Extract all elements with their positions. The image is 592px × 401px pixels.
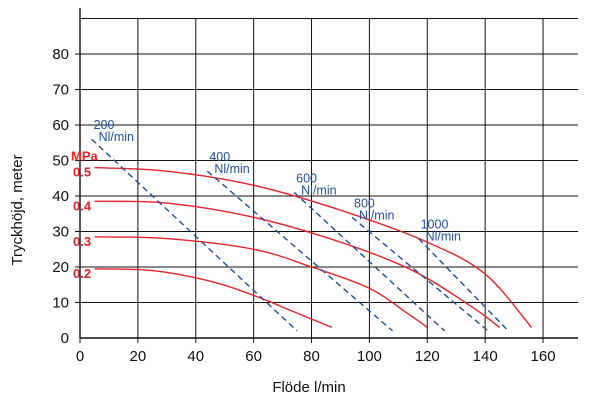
air-line-label-unit: Nl/min xyxy=(301,183,336,197)
grid xyxy=(75,18,578,343)
y-tick-label: 20 xyxy=(52,259,69,276)
pressure-curve-0-4 xyxy=(94,200,501,328)
y-tick-label: 10 xyxy=(52,295,69,312)
y-tick-label: 50 xyxy=(52,153,69,170)
pressure-curve-0-2 xyxy=(94,268,333,329)
air-line-label-unit: Nl/min xyxy=(426,230,461,244)
air-line-label-unit: Nl/min xyxy=(359,208,394,222)
x-tick-label: 160 xyxy=(531,348,556,365)
pressure-curve-label: 0.5 xyxy=(73,165,91,180)
air-line-1000 xyxy=(418,238,509,332)
pressure-curve-0-3 xyxy=(94,236,428,328)
x-tick-label: 0 xyxy=(76,348,84,365)
air-consumption-lines xyxy=(91,138,509,332)
pressure-curves xyxy=(94,166,533,329)
air-line-label-unit: Nl/min xyxy=(214,162,249,176)
air-line-label-number: 600 xyxy=(296,171,317,185)
air-line-label-unit: Nl/min xyxy=(99,130,134,144)
air-line-label-number: 1000 xyxy=(421,218,449,232)
y-tick-label: 30 xyxy=(52,224,69,241)
curve-labels: 0.50.40.30.2MPa200Nl/min400Nl/min600Nl/m… xyxy=(71,118,461,281)
pressure-curve-0-5 xyxy=(94,166,533,328)
mpa-unit-label: MPa xyxy=(71,149,99,164)
pressure-curve-label: 0.4 xyxy=(73,198,92,213)
y-tick-label: 70 xyxy=(52,82,69,99)
x-tick-label: 80 xyxy=(303,348,320,365)
y-tick-label: 60 xyxy=(52,117,69,134)
air-line-600 xyxy=(293,191,446,332)
x-tick-label: 40 xyxy=(187,348,204,365)
pressure-curve-label: 0.3 xyxy=(73,234,91,249)
y-tick-labels: 0 10 20 30 40 50 60 70 80 xyxy=(52,46,69,347)
y-axis-title: Tryckhöjd, meter xyxy=(9,154,26,265)
x-tick-label: 120 xyxy=(415,348,440,365)
x-tick-label: 100 xyxy=(357,348,382,365)
air-line-label-number: 800 xyxy=(354,196,375,210)
y-tick-label: 40 xyxy=(52,188,69,205)
pressure-curve-label: 0.2 xyxy=(73,266,91,281)
x-tick-label: 140 xyxy=(473,348,498,365)
x-tick-label: 60 xyxy=(245,348,262,365)
air-line-label-number: 400 xyxy=(209,150,230,164)
x-tick-labels: 0 20 40 60 80 100 120 140 160 xyxy=(76,348,556,365)
air-line-200 xyxy=(91,138,298,332)
air-line-400 xyxy=(206,170,394,332)
x-tick-label: 20 xyxy=(130,348,147,365)
axes xyxy=(79,8,578,339)
air-line-label-number: 200 xyxy=(94,118,115,132)
y-tick-label: 0 xyxy=(61,330,69,347)
y-tick-label: 80 xyxy=(52,46,69,63)
x-axis-title: Flöde l/min xyxy=(272,379,345,396)
